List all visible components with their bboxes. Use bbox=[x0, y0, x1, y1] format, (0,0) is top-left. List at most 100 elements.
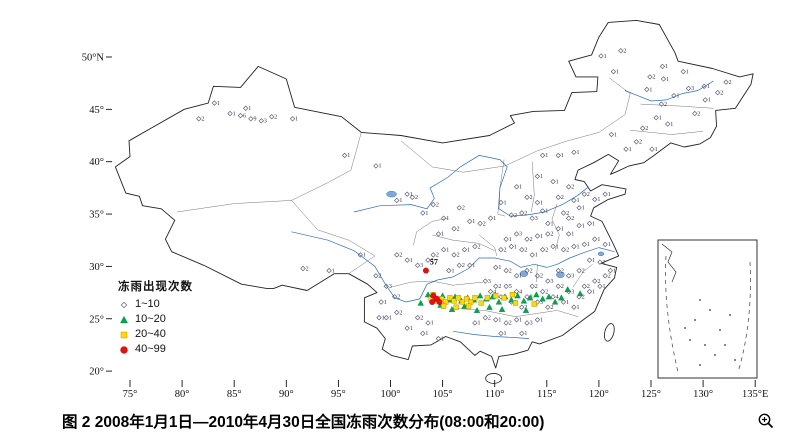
svg-text:20°: 20° bbox=[89, 367, 104, 378]
svg-text:1: 1 bbox=[233, 111, 236, 117]
svg-text:1: 1 bbox=[519, 274, 522, 280]
svg-text:1: 1 bbox=[431, 321, 434, 327]
svg-text:4: 4 bbox=[519, 289, 522, 295]
svg-text:3: 3 bbox=[571, 274, 574, 280]
svg-text:1: 1 bbox=[217, 101, 220, 107]
svg-text:1: 1 bbox=[540, 234, 543, 240]
svg-text:50°N: 50°N bbox=[82, 53, 105, 64]
svg-text:2: 2 bbox=[524, 211, 527, 217]
svg-text:1: 1 bbox=[550, 221, 553, 227]
svg-text:2: 2 bbox=[639, 140, 642, 146]
svg-text:2: 2 bbox=[483, 221, 486, 227]
svg-text:30°: 30° bbox=[89, 262, 104, 273]
svg-text:2: 2 bbox=[603, 260, 606, 266]
svg-text:1: 1 bbox=[540, 174, 543, 180]
svg-text:3: 3 bbox=[691, 86, 694, 92]
svg-text:1: 1 bbox=[576, 150, 579, 156]
svg-text:2: 2 bbox=[608, 274, 611, 280]
svg-text:1: 1 bbox=[535, 253, 538, 259]
svg-text:2: 2 bbox=[514, 213, 517, 219]
series-circle bbox=[422, 267, 443, 305]
svg-text:1: 1 bbox=[410, 326, 413, 332]
svg-text:1: 1 bbox=[410, 258, 413, 264]
svg-text:1: 1 bbox=[655, 147, 658, 153]
rivers bbox=[291, 80, 714, 339]
svg-text:2: 2 bbox=[545, 289, 548, 295]
svg-text:45°: 45° bbox=[89, 105, 104, 116]
svg-text:2: 2 bbox=[571, 185, 574, 191]
svg-text:95°: 95° bbox=[331, 389, 346, 400]
svg-text:90°: 90° bbox=[279, 389, 294, 400]
svg-text:2: 2 bbox=[587, 284, 590, 290]
axis-ticks: 50°N 45° 40° 35° 30° 25° 20° 75° 80° 85° 90° 95° 100… bbox=[82, 53, 769, 401]
figure-caption: 图 2 2008年1月1日—2010年4月30日全国冻雨次数分布(08:00和2… bbox=[62, 414, 545, 431]
svg-text:2: 2 bbox=[582, 295, 585, 301]
svg-text:3: 3 bbox=[488, 279, 491, 285]
svg-text:1: 1 bbox=[582, 206, 585, 212]
svg-text:1: 1 bbox=[446, 247, 449, 253]
svg-text:2: 2 bbox=[457, 227, 460, 233]
svg-text:1: 1 bbox=[665, 64, 668, 70]
svg-text:2: 2 bbox=[462, 206, 465, 212]
svg-text:1: 1 bbox=[472, 219, 475, 225]
svg-text:1: 1 bbox=[613, 268, 616, 274]
svg-text:2: 2 bbox=[645, 126, 648, 132]
svg-text:2: 2 bbox=[498, 284, 501, 290]
svg-text:1: 1 bbox=[545, 209, 548, 215]
svg-text:2: 2 bbox=[457, 253, 460, 259]
svg-text:3: 3 bbox=[571, 289, 574, 295]
svg-text:1: 1 bbox=[708, 98, 711, 104]
map-outline bbox=[114, 19, 754, 384]
svg-text:125°: 125° bbox=[641, 389, 661, 400]
svg-text:1: 1 bbox=[363, 253, 366, 259]
legend-item-label: 40~99 bbox=[135, 343, 166, 355]
annotations: 57 bbox=[430, 258, 438, 267]
svg-text:1: 1 bbox=[498, 265, 501, 271]
svg-text:2: 2 bbox=[462, 263, 465, 269]
svg-text:1: 1 bbox=[592, 289, 595, 295]
svg-text:3: 3 bbox=[550, 279, 553, 285]
svg-text:1: 1 bbox=[498, 318, 501, 324]
svg-text:1: 1 bbox=[597, 237, 600, 243]
svg-text:1: 1 bbox=[379, 164, 382, 170]
svg-text:1: 1 bbox=[332, 268, 335, 274]
svg-text:2: 2 bbox=[561, 195, 564, 201]
svg-text:2: 2 bbox=[436, 202, 439, 208]
svg-text:1: 1 bbox=[614, 132, 617, 138]
svg-text:1: 1 bbox=[519, 185, 522, 191]
svg-text:1: 1 bbox=[472, 263, 475, 269]
svg-text:1: 1 bbox=[410, 192, 413, 198]
zoom-icon[interactable] bbox=[757, 412, 775, 430]
svg-text:1: 1 bbox=[493, 216, 496, 222]
svg-text:1: 1 bbox=[587, 242, 590, 248]
svg-text:1: 1 bbox=[509, 237, 512, 243]
svg-text:9: 9 bbox=[253, 117, 256, 123]
svg-text:2: 2 bbox=[664, 102, 667, 108]
svg-text:4: 4 bbox=[493, 289, 496, 295]
svg-text:5: 5 bbox=[509, 284, 512, 290]
svg-text:3: 3 bbox=[530, 321, 533, 327]
svg-text:1: 1 bbox=[629, 147, 632, 153]
svg-text:3: 3 bbox=[264, 119, 267, 125]
svg-text:1: 1 bbox=[504, 200, 507, 206]
svg-text:2: 2 bbox=[399, 310, 402, 316]
svg-text:1: 1 bbox=[604, 54, 607, 60]
svg-text:2: 2 bbox=[582, 268, 585, 274]
svg-text:2: 2 bbox=[535, 284, 538, 290]
legend: 冻雨出现次数 1~10 10~20 20~40 40~99 bbox=[118, 281, 193, 358]
svg-text:1: 1 bbox=[514, 244, 517, 250]
svg-text:2: 2 bbox=[399, 253, 402, 259]
svg-text:1: 1 bbox=[561, 227, 564, 233]
svg-text:1: 1 bbox=[686, 69, 689, 75]
legend-marker-triangle-icon bbox=[120, 315, 128, 323]
svg-text:2: 2 bbox=[697, 111, 700, 117]
svg-text:2: 2 bbox=[509, 268, 512, 274]
svg-text:120°: 120° bbox=[589, 389, 609, 400]
svg-text:4: 4 bbox=[556, 295, 559, 301]
legend-marker-circle-icon bbox=[120, 345, 128, 354]
svg-text:1: 1 bbox=[666, 77, 669, 83]
svg-text:2: 2 bbox=[306, 266, 309, 272]
svg-text:1: 1 bbox=[524, 331, 527, 337]
svg-text:1: 1 bbox=[384, 300, 387, 306]
